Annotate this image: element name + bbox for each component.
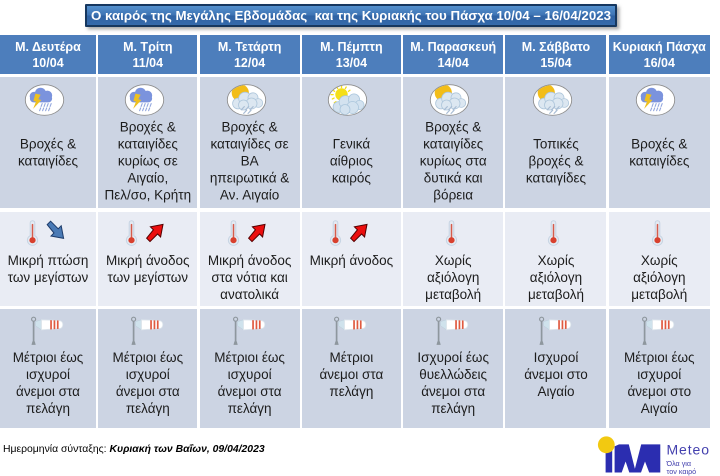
svg-text:τον καιρό: τον καιρό [667,467,697,476]
svg-text:Όλα για: Όλα για [666,459,692,468]
svg-text:Meteo: Meteo [667,442,710,458]
